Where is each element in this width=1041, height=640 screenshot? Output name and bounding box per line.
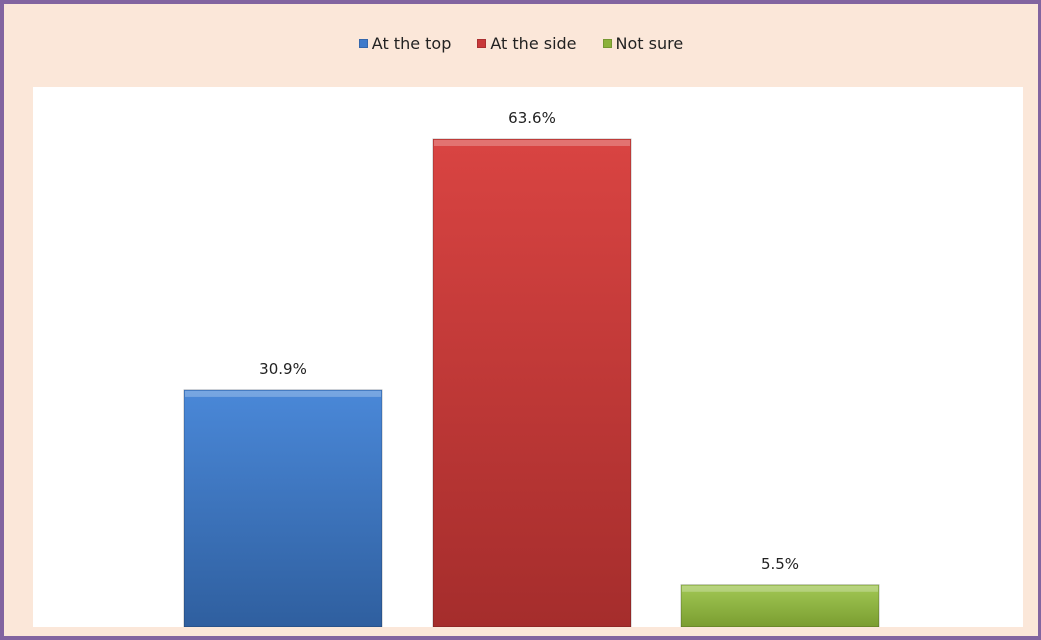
legend-item-at-the-top: At the top bbox=[358, 34, 452, 53]
legend-swatch bbox=[602, 39, 612, 48]
bar-highlight bbox=[185, 390, 381, 397]
bar-not-sure bbox=[680, 584, 880, 627]
data-label-at-the-side: 63.6% bbox=[508, 109, 556, 127]
legend-item-not-sure: Not sure bbox=[602, 34, 684, 53]
data-label-at-the-top: 30.9% bbox=[259, 360, 307, 378]
plot-area: 30.9% 63.6% 5.5% bbox=[33, 87, 1023, 627]
bar-at-the-top bbox=[183, 389, 383, 627]
legend-label: At the top bbox=[371, 34, 452, 53]
bar-at-the-side bbox=[432, 138, 632, 627]
legend-label: At the side bbox=[490, 34, 577, 53]
legend: At the top At the side Not sure bbox=[4, 34, 1038, 53]
legend-swatch bbox=[358, 39, 368, 48]
bar-highlight bbox=[682, 585, 878, 592]
bar-highlight bbox=[434, 140, 630, 146]
bar-chart: 30.9% 63.6% 5.5% bbox=[183, 109, 880, 627]
legend-swatch bbox=[477, 39, 487, 48]
legend-item-at-the-side: At the side bbox=[477, 34, 577, 53]
data-label-not-sure: 5.5% bbox=[761, 555, 799, 573]
legend-label: Not sure bbox=[615, 34, 684, 53]
